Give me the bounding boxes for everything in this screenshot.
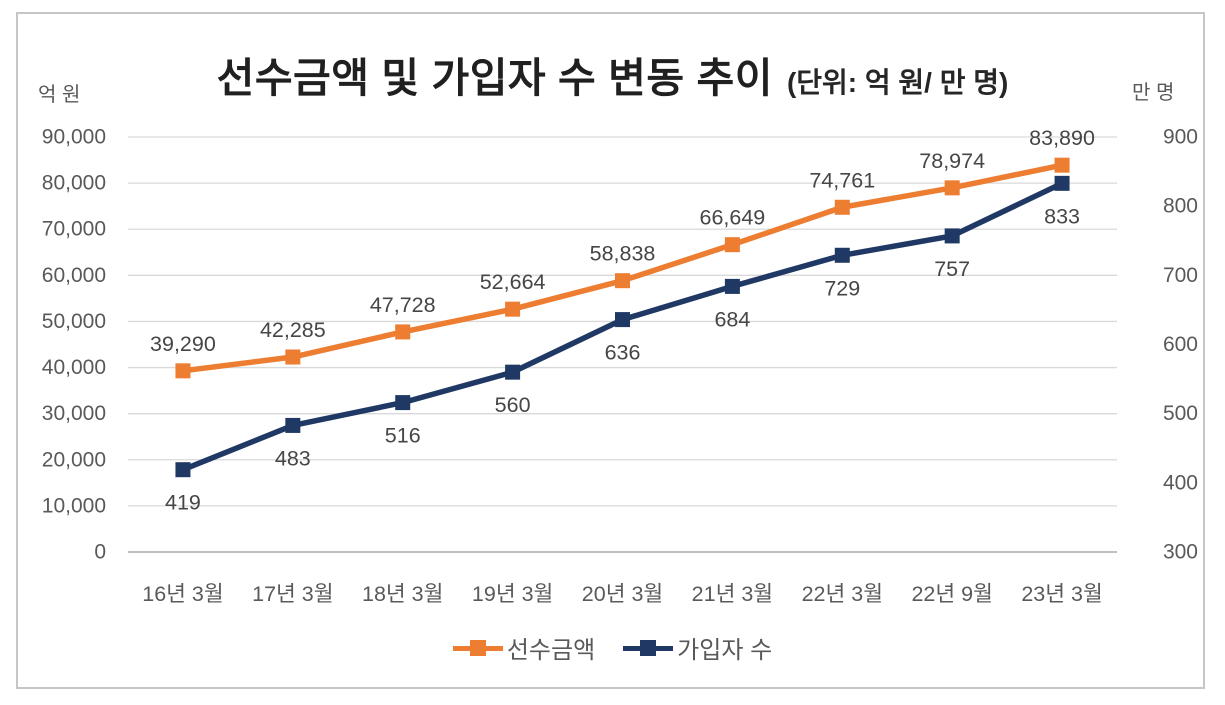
data-point-marker — [944, 228, 960, 244]
data-point-marker — [285, 349, 301, 365]
legend-label-advance-amount: 선수금액 — [506, 637, 596, 664]
data-point-marker — [395, 324, 411, 340]
legend-marker-subscriber-count — [623, 638, 674, 658]
chart-legend: 선수금액 가입자 수 — [0, 630, 1225, 665]
data-point-label: 78,974 — [919, 149, 985, 173]
data-point-marker — [834, 247, 850, 263]
x-axis-tick-label: 22년 9월 — [911, 582, 992, 606]
legend-item-advance-amount: 선수금액 — [452, 630, 596, 665]
data-point-label: 66,649 — [700, 206, 766, 230]
chart-title-units: (단위: 억 원/ 만 명) — [786, 67, 1009, 98]
left-axis-tick-label: 30,000 — [42, 402, 106, 425]
left-axis-unit-label: 억 원 — [38, 84, 81, 106]
data-point-marker — [615, 273, 630, 289]
data-point-marker — [724, 278, 740, 294]
chart-frame — [16, 12, 1205, 689]
right-axis-unit-label: 만 명 — [1132, 82, 1175, 104]
left-axis-tick-label: 40,000 — [42, 356, 106, 379]
left-axis-tick-label: 90,000 — [42, 126, 106, 149]
right-axis-tick-label: 300 — [1163, 541, 1198, 564]
left-axis-tick-label: 70,000 — [42, 218, 106, 241]
right-axis-tick-label: 700 — [1163, 264, 1198, 287]
x-axis-tick-label: 17년 3월 — [252, 582, 333, 606]
left-axis-tick-label: 20,000 — [42, 448, 106, 471]
data-point-label: 419 — [165, 491, 201, 515]
left-axis-tick-label: 50,000 — [42, 310, 106, 333]
legend-label-subscriber-count: 가입자 수 — [677, 637, 773, 664]
data-point-label: 42,285 — [260, 318, 326, 342]
data-point-marker — [1054, 175, 1070, 191]
data-point-label: 560 — [495, 393, 531, 417]
data-point-marker — [724, 237, 740, 253]
x-axis-tick-label: 22년 3월 — [802, 582, 883, 606]
right-axis-tick-label: 500 — [1163, 402, 1198, 425]
data-point-label: 58,838 — [590, 242, 656, 266]
data-point-marker — [834, 199, 850, 215]
data-point-marker — [285, 417, 301, 433]
x-axis-tick-label: 21년 3월 — [692, 582, 773, 606]
data-point-marker — [505, 364, 521, 380]
chart-title-row: 선수금액 및 가입자 수 변동 추이 (단위: 억 원/ 만 명) — [0, 44, 1225, 104]
data-point-marker — [175, 363, 191, 379]
x-axis-tick-label: 18년 3월 — [362, 582, 443, 606]
data-point-marker — [944, 180, 960, 196]
x-axis-tick-label: 23년 3월 — [1021, 582, 1102, 606]
data-point-label: 833 — [1044, 204, 1080, 228]
data-point-label: 74,761 — [809, 168, 875, 192]
data-point-marker — [1054, 157, 1070, 173]
data-point-marker — [175, 462, 191, 478]
x-axis-tick-label: 19년 3월 — [472, 582, 553, 606]
data-point-label: 636 — [605, 341, 641, 365]
data-point-label: 729 — [824, 276, 860, 300]
data-point-marker — [395, 395, 411, 411]
data-point-label: 684 — [714, 307, 750, 331]
data-point-marker — [505, 301, 521, 317]
data-point-label: 483 — [275, 446, 311, 470]
x-axis-tick-label: 20년 3월 — [582, 582, 663, 606]
right-axis-tick-label: 600 — [1163, 333, 1198, 356]
left-axis-tick-label: 60,000 — [42, 264, 106, 287]
data-point-label: 39,290 — [150, 332, 216, 356]
right-axis-tick-label: 900 — [1163, 126, 1198, 149]
x-axis-tick-label: 16년 3월 — [142, 582, 223, 606]
data-point-label: 516 — [385, 424, 421, 448]
data-point-label: 83,890 — [1029, 126, 1095, 150]
left-axis-tick-label: 0 — [94, 541, 106, 564]
right-axis-tick-label: 400 — [1163, 471, 1198, 494]
legend-marker-advance-amount — [452, 638, 503, 658]
left-axis-tick-label: 80,000 — [42, 172, 106, 195]
left-axis-tick-label: 10,000 — [42, 494, 106, 517]
data-point-label: 757 — [934, 257, 970, 281]
data-point-label: 47,728 — [370, 293, 436, 317]
data-point-marker — [615, 312, 630, 328]
legend-item-subscriber-count: 가입자 수 — [623, 630, 772, 665]
data-point-label: 52,664 — [480, 270, 546, 294]
chart-title: 선수금액 및 가입자 수 변동 추이 — [216, 55, 773, 101]
right-axis-tick-label: 800 — [1163, 195, 1198, 218]
